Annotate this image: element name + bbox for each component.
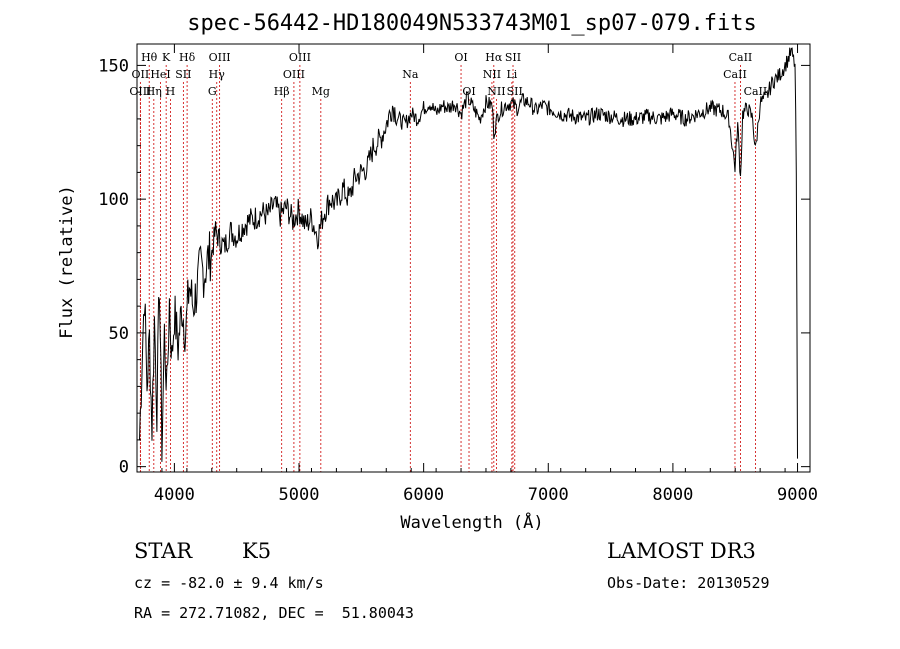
y-axis-label: Flux (relative)	[57, 185, 77, 339]
axis-ticks: 4000 5000 6000 7000 8000 9000 0 50 100 150	[98, 44, 818, 505]
spectral-line-label: CaII	[723, 68, 747, 81]
spectral-line-label: NII	[483, 68, 501, 81]
spectral-line-label: SII	[175, 68, 191, 81]
spectral-line-label: K	[162, 51, 171, 64]
y-tick-label: 0	[119, 458, 129, 478]
spectral-line-label: OIII	[129, 85, 151, 98]
x-tick-label: 7000	[528, 485, 569, 505]
observation-date: Obs-Date: 20130529	[607, 574, 770, 592]
spectral-line-label: Hδ	[179, 51, 196, 64]
spectral-line-label: CaII	[729, 51, 753, 64]
redshift-velocity: cz = -82.0 ± 9.4 km/s	[134, 574, 324, 592]
spectral-line-label: Mg	[312, 85, 330, 98]
plot-frame	[136, 43, 811, 473]
spectral-line-label: SII	[505, 51, 521, 64]
spectral-line-label: HeI	[150, 68, 170, 81]
y-tick-label: 100	[98, 190, 129, 210]
spectral-line-label: Hβ	[274, 85, 290, 98]
survey-name: LAMOST DR3	[607, 539, 756, 563]
spectral-line-label: G	[208, 85, 217, 98]
spectral-line-label: Li	[506, 68, 517, 81]
spectral-line-label: Na	[402, 68, 419, 81]
spectral-line-label: H	[166, 85, 176, 98]
y-tick-label: 50	[109, 324, 129, 344]
spectral-line-label: Hα	[485, 51, 503, 64]
spectral-line-label: OIII	[283, 68, 305, 81]
x-tick-label: 9000	[777, 485, 818, 505]
spectrum-series-line	[139, 47, 798, 462]
spectral-line-label: NII	[487, 85, 505, 98]
spectral-line-label: Hγ	[209, 68, 226, 81]
x-tick-label: 6000	[403, 485, 444, 505]
x-axis-label: Wavelength (Å)	[400, 511, 543, 533]
chart-title: spec-56442-HD180049N533743M01_sp07-079.f…	[187, 11, 757, 36]
x-tick-label: 8000	[652, 485, 693, 505]
spectral-line-label: Hη	[146, 85, 162, 98]
spectral-line-labels: Hθ OII OIII K HeI Hη H Hδ SII OIII Hγ G OIII OIII Hβ Mg…	[129, 51, 767, 98]
spectral-line-label: Hθ	[141, 51, 158, 64]
spectral-line-label: OII	[132, 68, 150, 81]
spectral-line-label: SII	[507, 85, 523, 98]
spectral-line-label: OIII	[209, 51, 231, 64]
x-tick-label: 4000	[154, 485, 195, 505]
y-tick-label: 150	[98, 56, 129, 76]
spectral-line-label: OI	[462, 85, 475, 98]
object-class: STAR	[134, 539, 193, 563]
x-tick-label: 5000	[279, 485, 320, 505]
spectral-line-label: OI	[454, 51, 467, 64]
spectral-lines	[139, 65, 756, 472]
object-subclass: K5	[242, 539, 272, 563]
coordinates: RA = 272.71082, DEC = 51.80043	[134, 604, 414, 622]
spectral-line-label: OIII	[289, 51, 311, 64]
spectral-line-label: CaII	[744, 85, 768, 98]
